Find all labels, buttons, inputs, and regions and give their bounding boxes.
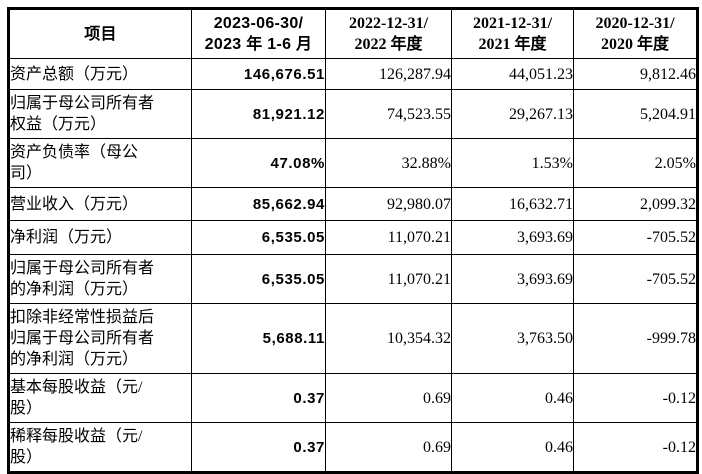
cell-value-2020: -705.52 [573,220,698,255]
header-period-2023: 2023-06-30/ 2023 年 1-6 月 [191,8,326,59]
cell-value-2021: 0.46 [451,373,574,423]
cell-value-2022: 92,980.07 [325,187,452,221]
header-period-2020: 2020-12-31/ 2020 年度 [573,8,698,59]
table-row-total-assets: 资产总额（万元） 146,676.51 126,287.94 44,051.23… [8,58,698,90]
cell-value-2023: 5,688.11 [191,303,326,374]
cell-value-2023: 81,921.12 [191,89,326,139]
cell-value-2023: 6,535.05 [191,254,326,304]
cell-value-2021: 3,693.69 [451,220,574,255]
cell-value-2021: 0.46 [451,422,574,473]
cell-value-2020: 9,812.46 [573,58,698,90]
cell-value-2020: -0.12 [573,422,698,473]
table-row-diluted-eps: 稀释每股收益（元/ 股） 0.37 0.69 0.46 -0.12 [8,422,698,473]
table-row-non-recurring-net-profit: 扣除非经常性损益后 归属于母公司所有者 的净利润（万元） 5,688.11 10… [8,303,698,374]
table-row-basic-eps: 基本每股收益（元/ 股） 0.37 0.69 0.46 -0.12 [8,373,698,423]
row-label: 营业收入（万元） [8,187,192,221]
cell-value-2023: 0.37 [191,373,326,423]
row-label: 资产负债率（母公 司） [8,138,192,188]
row-label: 净利润（万元） [8,220,192,255]
cell-value-2023: 6,535.05 [191,220,326,255]
cell-value-2021: 44,051.23 [451,58,574,90]
cell-value-2020: 5,204.91 [573,89,698,139]
financial-summary-table: 项目 2023-06-30/ 2023 年 1-6 月 2022-12-31/ … [7,7,699,474]
cell-value-2022: 0.69 [325,373,452,423]
row-label: 稀释每股收益（元/ 股） [8,422,192,473]
cell-value-2021: 29,267.13 [451,89,574,139]
cell-value-2022: 126,287.94 [325,58,452,90]
cell-value-2020: 2,099.32 [573,187,698,221]
row-label: 归属于母公司所有者 权益（万元） [8,89,192,139]
table-row-parent-equity: 归属于母公司所有者 权益（万元） 81,921.12 74,523.55 29,… [8,89,698,139]
row-label: 资产总额（万元） [8,58,192,90]
cell-value-2023: 47.08% [191,138,326,188]
cell-value-2023: 146,676.51 [191,58,326,90]
cell-value-2023: 85,662.94 [191,187,326,221]
cell-value-2021: 3,763.50 [451,303,574,374]
cell-value-2022: 11,070.21 [325,220,452,255]
cell-value-2020: -999.78 [573,303,698,374]
cell-value-2022: 74,523.55 [325,89,452,139]
table-row-operating-revenue: 营业收入（万元） 85,662.94 92,980.07 16,632.71 2… [8,187,698,221]
cell-value-2020: -705.52 [573,254,698,304]
cell-value-2022: 11,070.21 [325,254,452,304]
cell-value-2020: -0.12 [573,373,698,423]
table-row-debt-ratio: 资产负债率（母公 司） 47.08% 32.88% 1.53% 2.05% [8,138,698,188]
header-item: 项目 [8,8,192,59]
cell-value-2020: 2.05% [573,138,698,188]
cell-value-2022: 32.88% [325,138,452,188]
header-period-2021: 2021-12-31/ 2021 年度 [451,8,574,59]
row-label: 基本每股收益（元/ 股） [8,373,192,423]
cell-value-2023: 0.37 [191,422,326,473]
row-label: 归属于母公司所有者 的净利润（万元） [8,254,192,304]
header-period-2022: 2022-12-31/ 2022 年度 [325,8,452,59]
cell-value-2022: 10,354.32 [325,303,452,374]
cell-value-2021: 16,632.71 [451,187,574,221]
cell-value-2021: 3,693.69 [451,254,574,304]
table-row-net-profit: 净利润（万元） 6,535.05 11,070.21 3,693.69 -705… [8,220,698,255]
cell-value-2021: 1.53% [451,138,574,188]
row-label: 扣除非经常性损益后 归属于母公司所有者 的净利润（万元） [8,303,192,374]
table-row-parent-net-profit: 归属于母公司所有者 的净利润（万元） 6,535.05 11,070.21 3,… [8,254,698,304]
cell-value-2022: 0.69 [325,422,452,473]
table-header-row: 项目 2023-06-30/ 2023 年 1-6 月 2022-12-31/ … [8,8,698,59]
